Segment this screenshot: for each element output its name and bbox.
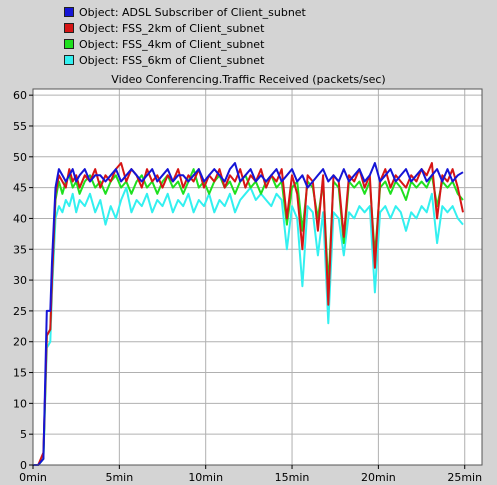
legend-label-fss-2km: Object: FSS_2km of Client_subnet [79,21,265,35]
series-line-adsl [33,162,464,466]
x-tick-label: 5min [105,471,133,484]
legend-item-fss-2km: Object: FSS_2km of Client_subnet [64,20,306,36]
legend-swatch-adsl [64,7,74,17]
legend-swatch-fss-4km [64,39,74,49]
x-axis: 0min 5min 10min 15min 20min 25min [19,465,482,484]
y-tick-label: 15 [13,367,27,380]
legend-swatch-fss-6km [64,55,74,65]
legend-item-fss-4km: Object: FSS_4km of Client_subnet [64,36,306,52]
legend-label-fss-4km: Object: FSS_4km of Client_subnet [79,37,265,51]
y-tick-label: 10 [13,397,27,410]
plot-area [33,89,482,465]
legend-item-adsl: Object: ADSL Subscriber of Client_subnet [64,4,306,20]
legend-label-adsl: Object: ADSL Subscriber of Client_subnet [79,5,306,19]
y-tick-label: 40 [13,212,27,225]
y-tick-label: 35 [13,243,27,256]
x-tick-label: 0min [19,471,47,484]
legend-swatch-fss-2km [64,23,74,33]
y-tick-label: 60 [13,89,27,102]
x-tick-label: 20min [361,471,396,484]
y-tick-label: 50 [13,151,27,164]
y-tick-label: 45 [13,182,27,195]
legend: Object: ADSL Subscriber of Client_subnet… [64,4,306,68]
series-lines [33,162,464,466]
x-tick-label: 15min [275,471,310,484]
y-tick-label: 20 [13,336,27,349]
chart-title: Video Conferencing.Traffic Received (pac… [111,73,386,86]
x-tick-label: 10min [188,471,223,484]
series-line-fss-6km [33,186,464,466]
y-tick-label: 0 [20,459,27,472]
y-tick-label: 30 [13,274,27,287]
y-axis: 0 5 10 15 20 25 30 35 40 45 50 55 60 [13,89,33,472]
plot-frame [32,88,483,466]
y-tick-label: 55 [13,120,27,133]
x-tick-label: 25min [447,471,482,484]
legend-item-fss-6km: Object: FSS_6km of Client_subnet [64,52,306,68]
legend-label-fss-6km: Object: FSS_6km of Client_subnet [79,53,265,67]
y-tick-label: 25 [13,305,27,318]
y-tick-label: 5 [20,428,27,441]
